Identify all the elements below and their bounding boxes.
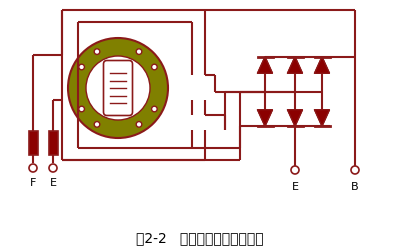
- Text: E: E: [50, 178, 56, 188]
- Circle shape: [152, 64, 157, 70]
- Circle shape: [152, 106, 157, 112]
- Polygon shape: [314, 110, 330, 126]
- Circle shape: [68, 38, 168, 138]
- Bar: [48, 131, 58, 155]
- Circle shape: [79, 106, 84, 112]
- Text: E: E: [292, 182, 298, 192]
- Circle shape: [94, 49, 100, 54]
- Text: B: B: [351, 182, 359, 192]
- Bar: [28, 131, 38, 155]
- Polygon shape: [258, 110, 272, 126]
- Circle shape: [136, 122, 142, 127]
- Circle shape: [94, 122, 100, 127]
- Polygon shape: [314, 57, 330, 73]
- Text: F: F: [30, 178, 36, 188]
- Circle shape: [79, 64, 84, 70]
- Circle shape: [136, 49, 142, 54]
- Polygon shape: [288, 57, 302, 73]
- Circle shape: [86, 56, 150, 120]
- Text: 图2-2   交流发电机工作原理图: 图2-2 交流发电机工作原理图: [136, 231, 264, 245]
- FancyBboxPatch shape: [104, 60, 132, 116]
- Polygon shape: [288, 110, 302, 126]
- Polygon shape: [258, 57, 272, 73]
